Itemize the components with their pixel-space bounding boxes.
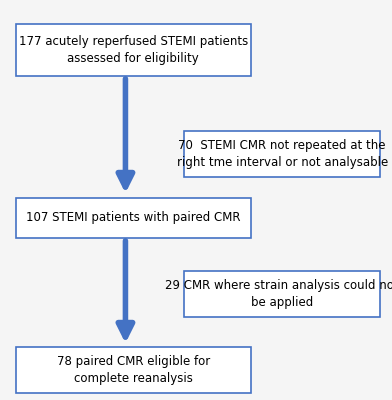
- Text: 107 STEMI patients with paired CMR: 107 STEMI patients with paired CMR: [26, 212, 241, 224]
- FancyBboxPatch shape: [184, 131, 380, 177]
- FancyBboxPatch shape: [184, 271, 380, 317]
- FancyBboxPatch shape: [16, 24, 251, 76]
- Text: 29 CMR where strain analysis could not
be applied: 29 CMR where strain analysis could not b…: [165, 279, 392, 309]
- FancyBboxPatch shape: [16, 347, 251, 393]
- Text: 177 acutely reperfused STEMI patients
assessed for eligibility: 177 acutely reperfused STEMI patients as…: [19, 35, 248, 65]
- Text: 70  STEMI CMR not repeated at the
right tme interval or not analysable: 70 STEMI CMR not repeated at the right t…: [177, 139, 388, 169]
- FancyBboxPatch shape: [16, 198, 251, 238]
- Text: 78 paired CMR eligible for
complete reanalysis: 78 paired CMR eligible for complete rean…: [57, 355, 210, 385]
